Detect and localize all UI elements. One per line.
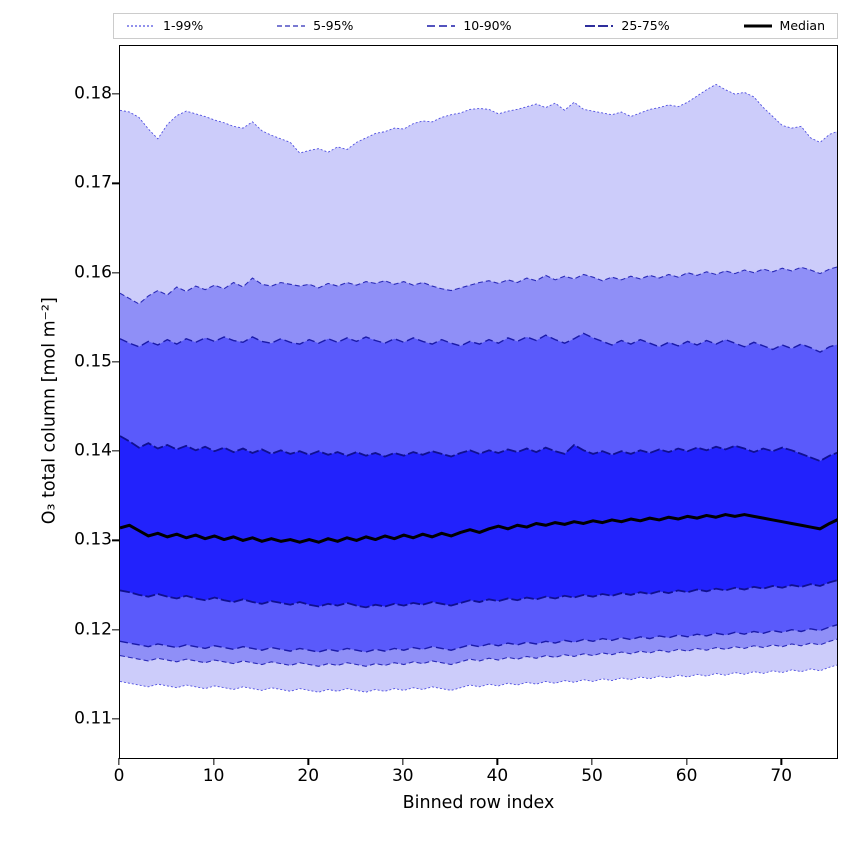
x-tick-label: 40 (486, 766, 509, 786)
x-tick-label: 60 (675, 766, 698, 786)
y-tick-label: 0.18 (74, 83, 112, 104)
x-tick-label: 20 (297, 766, 320, 786)
legend-swatch-0 (127, 25, 155, 27)
y-axis-label: O₃ total column [mol m⁻²] (39, 297, 60, 525)
y-tick-label: 0.16 (74, 262, 112, 283)
legend-entry-1-99[interactable]: 1-99% (126, 17, 204, 33)
x-tick-mark (496, 758, 499, 765)
plot-svg (120, 83, 837, 693)
edge-line-p25 (120, 579, 837, 609)
y-tick-label: 0.12 (74, 619, 112, 640)
edge-line-p95 (120, 266, 837, 305)
legend-swatch-2 (427, 25, 456, 27)
edge-line-p75 (120, 435, 837, 463)
edge-line-p90 (120, 332, 837, 353)
edge-line-p99 (120, 83, 837, 154)
x-tick-label: 70 (770, 766, 793, 786)
x-tick-mark (780, 758, 782, 765)
edge-line-p1 (120, 664, 837, 693)
legend-swatch-3 (585, 25, 614, 27)
legend-label: 10-90% (463, 17, 512, 33)
legend-label: 5-95% (313, 17, 354, 33)
y-tick-label: 0.14 (74, 440, 112, 461)
legend-label: 25-75% (621, 17, 670, 33)
band-25-75% (120, 436, 837, 608)
y-tick-mark (112, 450, 119, 452)
legend-label: Median (779, 17, 825, 33)
y-tick-label: 0.11 (74, 708, 112, 729)
legend-entry-10-90[interactable]: 10-90% (426, 17, 512, 33)
x-tick-mark (118, 758, 120, 765)
y-axis-ticks: 0.11 0.12 0.13 0.14 0.15 0.16 0.17 0.18 (28, 0, 112, 850)
x-tick-mark (591, 758, 593, 765)
legend-entry-5-95[interactable]: 5-95% (276, 17, 354, 33)
y-tick-label: 0.17 (74, 172, 112, 193)
x-tick-mark (212, 758, 215, 765)
y-tick-mark (112, 539, 119, 541)
x-tick-label: 50 (581, 766, 603, 786)
y-tick-mark (112, 271, 119, 274)
legend-swatch-1 (277, 25, 306, 27)
y-tick-label: 0.13 (74, 529, 112, 550)
x-tick-mark (307, 758, 309, 765)
legend-swatch-4 (743, 24, 772, 28)
legend-label: 1-99% (163, 17, 204, 33)
edge-line-p10 (120, 624, 837, 653)
y-tick-mark (112, 182, 119, 184)
legend-entry-median[interactable]: Median (743, 17, 825, 33)
x-tick-label: 0 (113, 766, 125, 786)
y-tick-mark (112, 628, 119, 631)
x-tick-label: 10 (202, 766, 225, 786)
x-tick-label: 30 (391, 766, 414, 786)
x-tick-mark (685, 758, 688, 765)
median-line (120, 513, 837, 544)
x-axis-label: Binned row index (402, 793, 555, 813)
y-tick-mark (112, 361, 119, 363)
edge-line-p5 (120, 638, 837, 667)
x-tick-mark (402, 758, 404, 765)
y-tick-mark (112, 718, 119, 720)
y-tick-label: 0.15 (74, 351, 112, 372)
chart-legend: 1-99% 5-95% 10-90% 25-75% Median (113, 13, 838, 39)
legend-entry-25-75[interactable]: 25-75% (584, 17, 670, 33)
y-tick-mark (112, 93, 119, 95)
plot-area (119, 45, 838, 759)
